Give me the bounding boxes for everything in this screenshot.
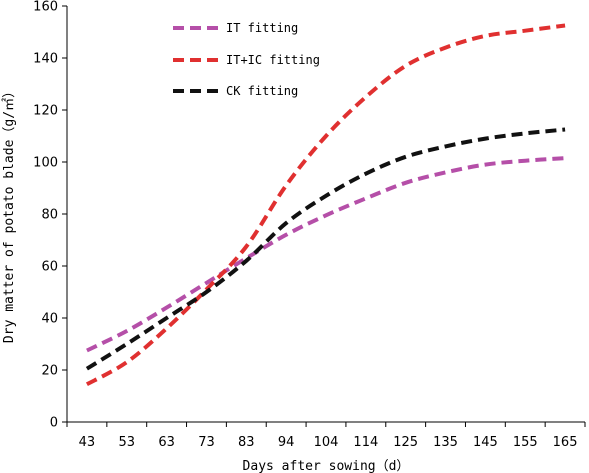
y-tick-label: 160 <box>33 0 58 15</box>
x-tick-label: 83 <box>238 435 255 450</box>
y-axis-title: Dry matter of potato blade（g/㎡） <box>2 85 17 343</box>
legend: IT fitting IT+IC fitting CK fitting <box>173 21 320 98</box>
x-tick-label: 165 <box>553 435 578 450</box>
series-line-1 <box>86 156 566 353</box>
x-tick-label: 104 <box>314 435 339 450</box>
x-tick-label: 94 <box>278 435 295 450</box>
y-tick-label: 100 <box>33 156 58 171</box>
series-layer <box>85 23 566 387</box>
y-tick-label: 0 <box>50 416 58 431</box>
series-line-2 <box>85 23 566 387</box>
x-tick-label: 73 <box>198 435 215 450</box>
x-tick-label: 53 <box>118 435 135 450</box>
x-tick-label: 43 <box>79 435 96 450</box>
y-tick-label: 20 <box>41 364 58 379</box>
legend-label-2: IT+IC fitting <box>226 53 320 67</box>
series-line-3 <box>85 127 566 371</box>
x-axis-title: Days after sowing（d） <box>243 459 410 473</box>
y-tick-label: 140 <box>33 52 58 67</box>
axes: 0 20 40 60 80 100 120 140 160 43 53 63 73 83 94 104 114 1… <box>33 0 586 450</box>
y-tick-label: 60 <box>41 260 58 275</box>
x-tick-label: 155 <box>513 435 538 450</box>
legend-label-3: CK fitting <box>226 84 298 98</box>
y-tick-label: 120 <box>33 104 58 119</box>
x-tick-label: 63 <box>158 435 175 450</box>
y-tick-label: 40 <box>41 312 58 327</box>
legend-label-1: IT fitting <box>226 21 298 35</box>
x-tick-label: 114 <box>353 435 378 450</box>
y-tick-label: 80 <box>41 208 58 223</box>
x-tick-label: 135 <box>433 435 458 450</box>
x-tick-label: 125 <box>393 435 418 450</box>
x-tick-label: 145 <box>473 435 498 450</box>
